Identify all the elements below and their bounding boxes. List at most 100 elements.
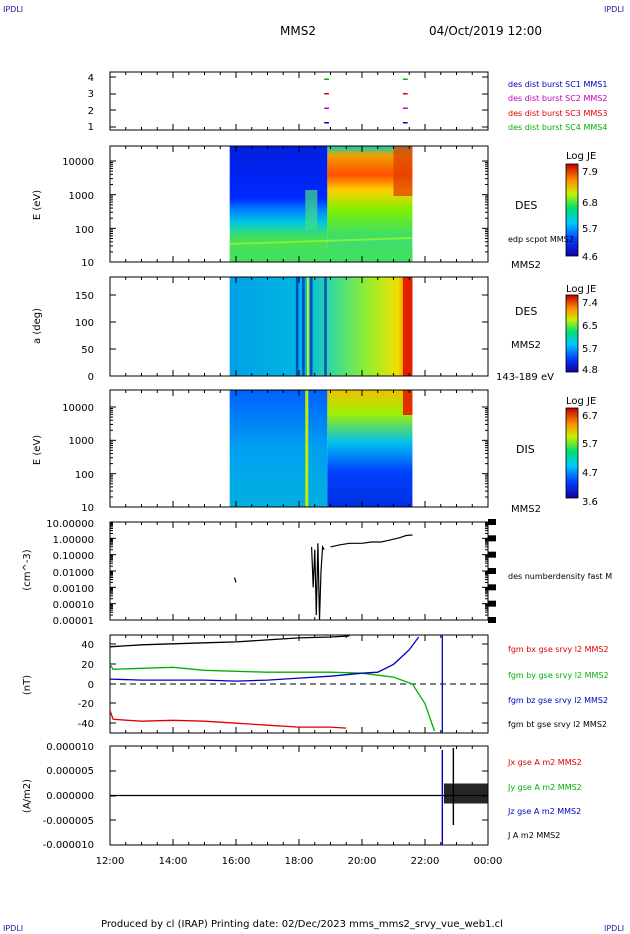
- legend-entry: Jz gse A m2 MMS2: [507, 807, 581, 816]
- panel-4-labels: 10000 1000 100 10 E (eV) DIS MMS2 Log JE…: [32, 396, 598, 515]
- density-series-line: [233, 577, 237, 583]
- footer-credits: Produced by cl (IRAP) Printing date: 02/…: [101, 919, 503, 930]
- p5-ytick-label: 0.00010: [53, 600, 94, 611]
- panel-frame: [109, 71, 489, 131]
- p4-ytick-label: 10000: [62, 403, 94, 414]
- p3-colorbar-tick: 4.8: [582, 365, 598, 376]
- legend-entry: des dist burst SC4 MMS4: [508, 123, 607, 132]
- p3-ytick-label: 0: [88, 372, 94, 383]
- p2-ytick-label: 10000: [62, 157, 94, 168]
- legend-entry: fgm bt gse srvy l2 MMS2: [508, 720, 607, 729]
- p5-ytick-label: 10.00000: [46, 519, 94, 530]
- p2-colorbar-title: Log JE: [566, 151, 596, 162]
- spectrogram-stripe: [302, 277, 305, 376]
- p7-ytick-label: -0.000005: [43, 816, 94, 827]
- p6-ylabel: (nT): [22, 675, 33, 695]
- y-tick-block: [488, 600, 496, 607]
- panel-6-labels: 40 20 0 -20 -40 (nT) fgm bx gse srvy l2 …: [22, 640, 609, 730]
- p5-ytick-label: 0.00100: [53, 584, 94, 595]
- y-tick-block: [488, 535, 496, 542]
- colorbar: [565, 407, 579, 499]
- y-tick-block: [488, 551, 496, 558]
- p5-ylabel: (cm^-3): [22, 549, 33, 590]
- legend-entry: des dist burst SC2 MMS2: [508, 94, 607, 103]
- heatmap-fills: [229, 146, 413, 507]
- p7-ytick-label: 0.000000: [46, 791, 94, 802]
- legend-entry: fgm by gse srvy l2 MMS2: [508, 671, 609, 680]
- y-tick-block: [488, 519, 496, 525]
- p2-instrument-label: DES: [515, 199, 537, 212]
- p1-ytick-label: 2: [88, 106, 94, 117]
- p6-ytick-label: -40: [78, 719, 94, 730]
- chart-marks: [109, 78, 488, 845]
- spectrogram-stripe: [306, 277, 309, 376]
- x-tick-label: 18:00: [285, 856, 314, 867]
- p2-colorbar-tick: 7.9: [582, 167, 598, 178]
- p2-colorbar-tick: 5.7: [582, 224, 598, 235]
- p5-ytick-label: 0.01000: [53, 568, 94, 579]
- top-right-logo: IPDLI: [604, 5, 625, 14]
- p3-spacecraft-label: MMS2: [511, 340, 541, 351]
- bottom-left-logo: IPDLI: [3, 924, 24, 933]
- p3-energy-range-label: 143-189 eV: [496, 372, 554, 383]
- x-tick-label: 16:00: [222, 856, 251, 867]
- p1-ytick-label: 3: [88, 89, 94, 100]
- legend-entry: fgm bz gse srvy l2 MMS2: [508, 696, 608, 705]
- p6-ytick-label: 0: [88, 680, 94, 691]
- p3-ytick-label: 150: [75, 291, 94, 302]
- legend-entry: fgm bx gse srvy l2 MMS2: [508, 645, 609, 654]
- scpot-trace: [229, 237, 413, 245]
- p1-ytick-label: 1: [88, 122, 94, 133]
- panel-2-labels: 10000 1000 100 10 E (eV) DES edp scpot M…: [32, 151, 598, 271]
- panel-1-labels: 4 3 2 1 des dist burst SC1 MMS1 des dist…: [88, 73, 608, 133]
- p3-instrument-label: DES: [515, 305, 537, 318]
- spectrogram-patch: [402, 390, 413, 415]
- p4-colorbar-tick: 3.6: [582, 497, 598, 508]
- current-burst-region: [443, 783, 488, 804]
- spectrogram-block: [229, 277, 413, 376]
- field-series-line: [109, 664, 436, 732]
- p4-colorbar-tick: 5.7: [582, 439, 598, 450]
- density-series-line: [330, 534, 413, 548]
- p2-overlay-label: edp scpot MMS2: [508, 235, 574, 244]
- spectrogram-patch: [393, 146, 413, 196]
- p6-ytick-label: -20: [78, 699, 94, 710]
- p2-ytick-label: 10: [81, 258, 94, 269]
- y-tick-block: [488, 568, 496, 574]
- p3-colorbar-tick: 5.7: [582, 344, 598, 355]
- p4-instrument-label: DIS: [516, 443, 535, 456]
- legend-entry: J A m2 MMS2: [507, 831, 560, 840]
- field-series-line: [109, 635, 350, 648]
- spectrogram-block: [229, 390, 328, 507]
- p2-spacecraft-label: MMS2: [511, 260, 541, 271]
- y-tick-block: [488, 617, 496, 623]
- mission-title: MMS2: [280, 24, 316, 38]
- colorbar: [565, 294, 579, 373]
- p5-ytick-label: 0.10000: [53, 551, 94, 562]
- p4-ytick-label: 1000: [69, 436, 94, 447]
- panel-frames: [109, 71, 579, 846]
- p3-colorbar-tick: 6.5: [582, 321, 598, 332]
- legend-entry: des numberdensity fast M: [508, 572, 612, 581]
- p2-colorbar-tick: 6.8: [582, 198, 598, 209]
- spectrogram-stripe: [402, 277, 413, 376]
- p5-ytick-label: 1.00000: [53, 535, 94, 546]
- spectrogram-patch: [305, 190, 318, 230]
- spectrogram-band: [229, 248, 413, 262]
- spectrogram-stripe: [295, 277, 299, 376]
- spectrogram-stripe: [310, 277, 313, 376]
- density-series-line: [311, 543, 325, 621]
- p7-ytick-label: -0.000010: [43, 840, 94, 851]
- legend-entry: Jy gse A m2 MMS2: [507, 783, 582, 792]
- p2-colorbar-tick: 4.6: [582, 252, 598, 263]
- p4-colorbar-title: Log JE: [566, 396, 596, 407]
- panel-5-labels: 10.00000 1.00000 0.10000 0.01000 0.00100…: [22, 519, 612, 627]
- p3-colorbar-tick: 7.4: [582, 298, 598, 309]
- field-series-line: [109, 636, 420, 682]
- p4-spacecraft-label: MMS2: [511, 504, 541, 515]
- p4-ylabel: E (eV): [32, 435, 43, 465]
- p3-ylabel: a (deg): [32, 308, 43, 344]
- p2-ylabel: E (eV): [32, 190, 43, 220]
- legend-entry: Jx gse A m2 MMS2: [507, 758, 582, 767]
